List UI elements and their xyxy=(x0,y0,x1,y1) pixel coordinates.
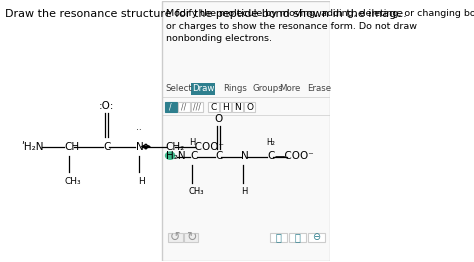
Text: ··: ·· xyxy=(136,127,141,135)
Text: C: C xyxy=(210,103,217,112)
FancyBboxPatch shape xyxy=(184,233,198,242)
FancyBboxPatch shape xyxy=(289,233,306,242)
Text: CH₃: CH₃ xyxy=(65,177,82,186)
Text: Draw the resonance structure for the peptide bond shown in the image.: Draw the resonance structure for the pep… xyxy=(5,9,406,19)
FancyBboxPatch shape xyxy=(220,102,231,112)
Text: /: / xyxy=(170,103,172,112)
Text: H: H xyxy=(189,138,195,147)
Text: :O:: :O: xyxy=(99,101,115,111)
Text: ʹH₂N—: ʹH₂N— xyxy=(21,141,54,151)
Text: ///: /// xyxy=(193,103,201,112)
Text: Select: Select xyxy=(165,84,192,93)
Text: H: H xyxy=(222,103,229,112)
FancyBboxPatch shape xyxy=(191,83,215,95)
FancyBboxPatch shape xyxy=(308,233,325,242)
FancyBboxPatch shape xyxy=(244,102,255,112)
Text: H₂: H₂ xyxy=(266,138,275,147)
Text: C: C xyxy=(215,151,222,161)
Text: Groups: Groups xyxy=(253,84,283,93)
Text: ⊖: ⊖ xyxy=(312,232,320,242)
Text: H₂N: H₂N xyxy=(165,151,185,161)
Text: Draw: Draw xyxy=(192,84,214,93)
Text: //: // xyxy=(181,103,187,112)
Text: 🔍: 🔍 xyxy=(275,232,282,242)
Text: H: H xyxy=(241,187,248,196)
FancyBboxPatch shape xyxy=(191,102,203,112)
Text: Erase: Erase xyxy=(307,84,331,93)
Text: ↻: ↻ xyxy=(186,231,196,244)
Text: O: O xyxy=(214,114,222,124)
Text: N: N xyxy=(234,103,241,112)
FancyBboxPatch shape xyxy=(232,102,243,112)
Text: N: N xyxy=(241,151,249,161)
Text: ⌕: ⌕ xyxy=(294,232,301,242)
Text: H: H xyxy=(138,177,145,186)
Text: Rings: Rings xyxy=(223,84,247,93)
Text: CH₂—COO⁻: CH₂—COO⁻ xyxy=(165,141,225,151)
Text: O: O xyxy=(246,103,254,112)
Text: C: C xyxy=(267,151,274,161)
Text: N—: N— xyxy=(136,141,154,151)
Circle shape xyxy=(165,152,175,159)
Text: —COO⁻: —COO⁻ xyxy=(274,151,314,161)
FancyBboxPatch shape xyxy=(270,233,287,242)
FancyBboxPatch shape xyxy=(168,233,182,242)
Text: Modify the molecule by moving, adding, deleting, or changing bonds
or charges to: Modify the molecule by moving, adding, d… xyxy=(165,9,474,43)
Text: C: C xyxy=(103,141,111,151)
Text: CH₃: CH₃ xyxy=(188,187,204,196)
FancyBboxPatch shape xyxy=(162,1,329,261)
FancyBboxPatch shape xyxy=(178,102,190,112)
Text: C: C xyxy=(190,151,198,161)
Text: More: More xyxy=(279,84,300,93)
Text: ↺: ↺ xyxy=(170,231,181,244)
FancyBboxPatch shape xyxy=(164,102,177,112)
FancyBboxPatch shape xyxy=(208,102,219,112)
Text: CH: CH xyxy=(64,141,79,151)
